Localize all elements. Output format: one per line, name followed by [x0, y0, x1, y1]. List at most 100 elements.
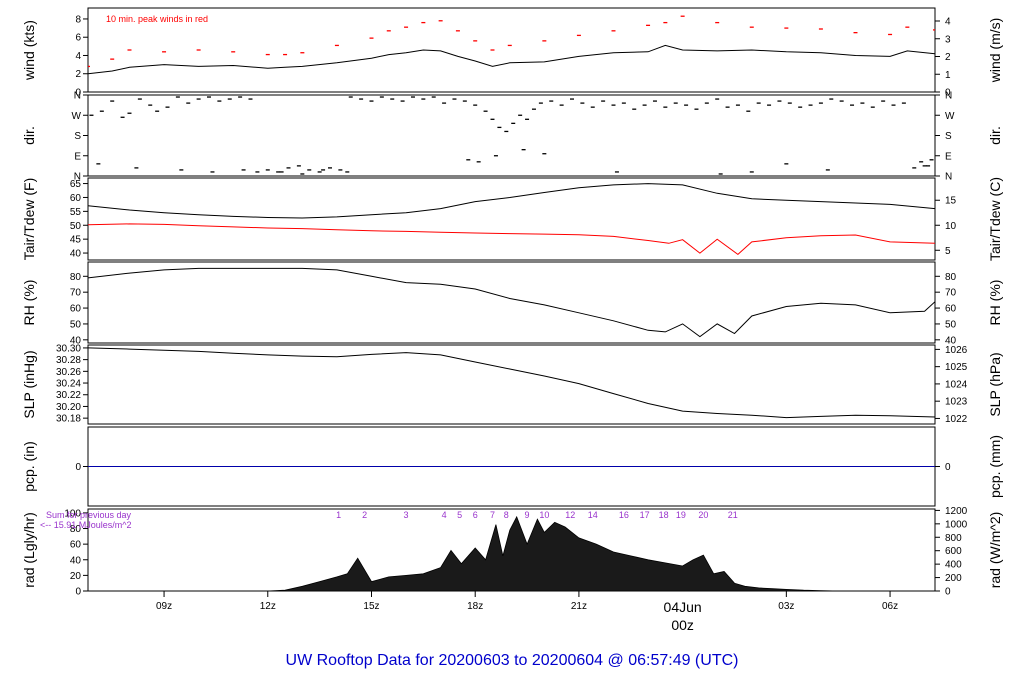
rad-sum-note-line1: Sum for previous day: [46, 510, 132, 520]
y-axis-label-right: pcp. (mm): [987, 435, 1003, 498]
tick-label-right: 0: [945, 462, 951, 473]
hour-mark: 12: [565, 510, 575, 520]
tick-label-left: 30.22: [56, 390, 81, 401]
tick-label-left: 60: [70, 540, 82, 551]
tick-label-right: 800: [945, 533, 962, 544]
x-tick-label: 12z: [260, 601, 276, 612]
tick-label-left: 60: [70, 304, 82, 315]
y-axis-label-left: rad (Lgly/hr): [21, 512, 37, 587]
x-tick-label: 03z: [778, 601, 794, 612]
tick-label-left: 0: [75, 462, 81, 473]
hour-mark: 16: [619, 510, 629, 520]
panel-frame: [87, 7, 936, 93]
hour-mark: 7: [490, 510, 495, 520]
tick-label-left: 30.28: [56, 355, 81, 366]
tick-label-right: 15: [945, 196, 957, 207]
y-axis-label-left: RH (%): [21, 280, 37, 326]
tick-label-right: W: [945, 111, 955, 122]
tick-label-right: 1024: [945, 379, 968, 390]
hour-mark: 2: [362, 510, 367, 520]
panel-slp: SLP (inHg) SLP (hPa)30.1830.2030.2230.243…: [21, 343, 1003, 425]
tick-label-left: 80: [70, 272, 82, 283]
tick-label-right: N: [945, 91, 952, 102]
series-line-rh-0: [88, 267, 935, 338]
tick-label-right: 600: [945, 546, 962, 557]
tick-label-right: 4: [945, 17, 951, 28]
tick-label-left: 8: [75, 14, 81, 25]
tick-label-right: 1025: [945, 362, 968, 373]
series-group: [88, 347, 935, 419]
tick-label-left: E: [74, 151, 81, 162]
tick-label-left: 6: [75, 33, 81, 44]
tick-label-right: E: [945, 151, 952, 162]
tick-label-right: N: [945, 172, 952, 183]
tick-label-left: 40: [70, 555, 82, 566]
series-line-temp-0: [88, 183, 935, 219]
tick-label-left: 70: [70, 288, 82, 299]
tick-label-left: N: [74, 172, 81, 183]
tick-label-left: 40: [70, 335, 82, 346]
hour-mark: 8: [504, 510, 509, 520]
tick-label-left: 20: [70, 571, 82, 582]
tick-label-right: 60: [945, 304, 957, 315]
tick-label-right: 1022: [945, 414, 968, 425]
hour-mark: 9: [525, 510, 530, 520]
tick-label-right: 0: [945, 88, 951, 99]
panel-annotation: 10 min. peak winds in red: [106, 14, 208, 24]
panel-pcp: pcp. (in) pcp. (mm) 0 0: [21, 426, 1003, 507]
panel-rh: RH (%) RH (%) 40 50 60 70 80 40 50 60 70 80: [21, 261, 1003, 346]
series-group: [88, 15, 935, 75]
panel-frame: [87, 261, 936, 344]
tick-label-right: 200: [945, 573, 962, 584]
y-axis-label-right: dir.: [987, 126, 1003, 145]
series-group: [88, 183, 935, 256]
tick-label-left: 30.26: [56, 367, 81, 378]
hour-mark: 10: [539, 510, 549, 520]
tick-label-left: 60: [70, 193, 82, 204]
figure-title: UW Rooftop Data for 20200603 to 20200604…: [286, 652, 739, 669]
panel-frame: [87, 94, 936, 177]
tick-label-right: 3: [945, 34, 951, 45]
tick-label-left: 55: [70, 207, 82, 218]
tick-label-right: S: [945, 131, 952, 142]
hour-mark: 20: [698, 510, 708, 520]
tick-label-right: 1200: [945, 506, 968, 517]
tick-label-right: 1026: [945, 345, 968, 356]
tick-label-left: 2: [75, 69, 81, 80]
x-tick-label: 21z: [571, 601, 587, 612]
series-group: [89, 96, 934, 175]
time-axis: 09z 12z 15z 18z 21z 04Jun 00z 03z 06z: [156, 591, 898, 633]
y-axis-label-right: rad (W/m^2): [987, 512, 1003, 589]
y-axis-label-right: RH (%): [987, 280, 1003, 326]
series-group: [267, 515, 873, 591]
series-area-rad: [267, 515, 873, 591]
y-axis-label-right: SLP (hPa): [987, 352, 1003, 416]
tick-label-right: 1000: [945, 519, 968, 530]
tick-label-left: 30.18: [56, 414, 81, 425]
tick-label-left: 30.24: [56, 379, 81, 390]
tick-label-left: 30.20: [56, 402, 81, 413]
tick-label-left: 80: [70, 524, 82, 535]
panel-rad: rad (Lgly/hr) rad (W/m^2)0204060801000200…: [21, 506, 1003, 598]
tick-label-left: 100: [64, 508, 81, 519]
tick-label-right: 1: [945, 70, 951, 81]
tick-label-left: S: [74, 131, 81, 142]
x-tick-label: 18z: [467, 601, 483, 612]
hour-mark: 21: [728, 510, 738, 520]
y-axis-label-left: SLP (inHg): [21, 350, 37, 418]
panel-frame: [87, 177, 936, 261]
hour-mark: 18: [659, 510, 669, 520]
tick-label-left: 40: [70, 249, 82, 260]
tick-label-left: 50: [70, 221, 82, 232]
tick-label-left: W: [72, 111, 82, 122]
panel-wind: wind (kts) wind (m/s) 0 2 4 6 8 0 1 2 3 4 10 min. pe…: [21, 7, 1003, 99]
x-tick-label: 09z: [156, 601, 172, 612]
hour-mark: 6: [473, 510, 478, 520]
tick-label-right: 80: [945, 272, 957, 283]
tick-label-right: 400: [945, 560, 962, 571]
hour-mark: 5: [457, 510, 462, 520]
tick-label-right: 50: [945, 319, 957, 330]
tick-label-left: 45: [70, 235, 82, 246]
